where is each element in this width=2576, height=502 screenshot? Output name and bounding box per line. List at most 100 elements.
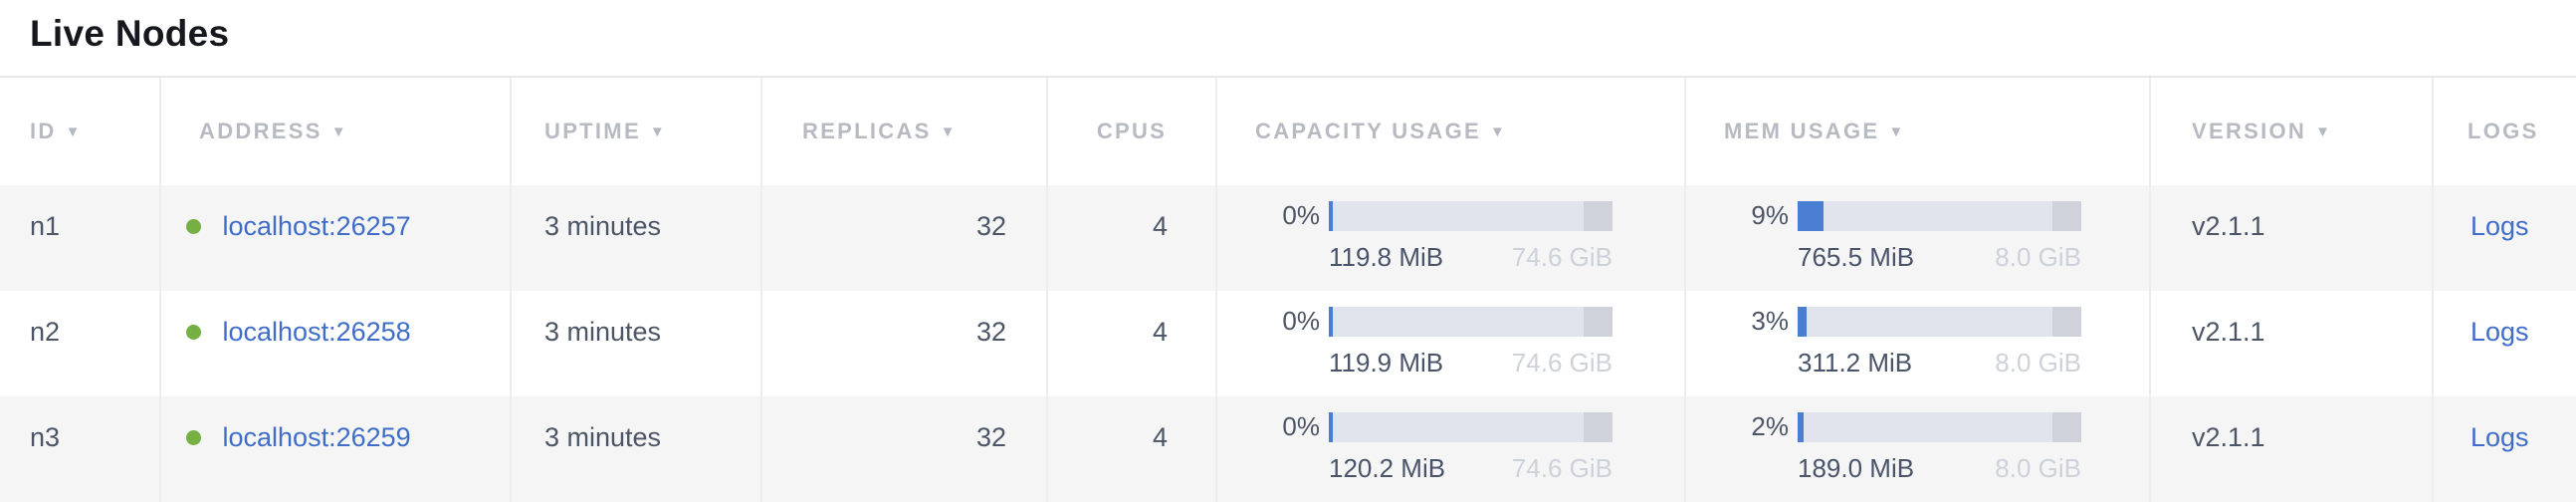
- column-header-label: VERSION: [2192, 119, 2307, 143]
- bar-reserved-segment: [2052, 200, 2081, 231]
- live-status-dot-icon: [186, 219, 201, 234]
- mem-usage-cell: 9% 765.5 MiB 8.0 GiB: [1684, 185, 2149, 291]
- capacity-total-value: 74.6 GiB: [1511, 348, 1612, 377]
- replicas-cell: 32: [760, 396, 1046, 502]
- cpus-cell: 4: [1046, 291, 1215, 396]
- mem-usage-bar: [1798, 411, 2081, 442]
- sort-arrow-icon[interactable]: ▼: [2315, 123, 2333, 140]
- capacity-usage-cell: 0% 120.2 MiB 74.6 GiB: [1215, 396, 1684, 502]
- mem-usage-cell: 2% 189.0 MiB 8.0 GiB: [1684, 396, 2149, 502]
- bar-fill: [1798, 306, 1807, 337]
- capacity-used-value: 119.8 MiB: [1329, 242, 1444, 272]
- bar-reserved-segment: [1584, 411, 1612, 442]
- logs-link[interactable]: Logs: [2470, 422, 2529, 452]
- column-header-logs: LOGS: [2432, 78, 2576, 185]
- page-title: Live Nodes: [30, 13, 230, 54]
- capacity-usage-cell: 0% 119.9 MiB 74.6 GiB: [1215, 291, 1684, 396]
- mem-used-value: 189.0 MiB: [1798, 453, 1915, 483]
- live-status-dot-icon: [186, 325, 201, 340]
- sort-arrow-icon[interactable]: ▼: [330, 123, 348, 140]
- column-header-label: CAPACITY USAGE: [1255, 119, 1481, 143]
- bar-fill: [1329, 411, 1334, 442]
- node-address-cell: localhost:26258: [159, 291, 510, 396]
- node-address-cell: localhost:26257: [159, 185, 510, 291]
- mem-usage-bar: [1798, 200, 2081, 231]
- capacity-usage-cell: 0% 119.8 MiB 74.6 GiB: [1215, 185, 1684, 291]
- column-header-label: REPLICAS: [802, 119, 932, 143]
- column-header-address[interactable]: ADDRESS ▼: [159, 78, 510, 185]
- sort-arrow-icon[interactable]: ▼: [1888, 123, 1906, 140]
- replicas-cell: 32: [760, 291, 1046, 396]
- column-header-capacity-usage[interactable]: CAPACITY USAGE ▼: [1215, 78, 1684, 185]
- bar-fill: [1798, 200, 1824, 231]
- bar-reserved-segment: [2052, 306, 2081, 337]
- column-header-id[interactable]: ID ▼: [0, 78, 159, 185]
- logs-link[interactable]: Logs: [2470, 211, 2529, 241]
- node-address-cell: localhost:26259: [159, 396, 510, 502]
- logs-cell: Logs: [2432, 396, 2576, 502]
- bar-fill: [1329, 200, 1334, 231]
- table-row: n2 localhost:26258 3 minutes 32 4 0% 119…: [0, 291, 2576, 396]
- column-header-version[interactable]: VERSION ▼: [2149, 78, 2432, 185]
- logs-link[interactable]: Logs: [2470, 317, 2529, 347]
- capacity-usage-bar: [1329, 411, 1612, 442]
- table-header-row: ID ▼ ADDRESS ▼ UPTIME ▼ REPLICAS ▼ CPUS …: [0, 76, 2576, 185]
- capacity-total-value: 74.6 GiB: [1511, 242, 1612, 272]
- table-row: n3 localhost:26259 3 minutes 32 4 0% 120…: [0, 396, 2576, 502]
- live-status-dot-icon: [186, 430, 201, 445]
- logs-cell: Logs: [2432, 185, 2576, 291]
- sort-arrow-icon[interactable]: ▼: [649, 123, 668, 140]
- version-cell: v2.1.1: [2149, 185, 2432, 291]
- sort-arrow-icon[interactable]: ▼: [1489, 123, 1508, 140]
- column-header-uptime[interactable]: UPTIME ▼: [510, 78, 760, 185]
- mem-used-value: 765.5 MiB: [1798, 242, 1915, 272]
- column-header-label: CPUS: [1096, 119, 1168, 143]
- column-header-label: ID: [30, 119, 57, 143]
- title-bar: Live Nodes: [0, 0, 2576, 76]
- column-header-label: ADDRESS: [199, 119, 322, 143]
- capacity-percent: 0%: [1282, 411, 1320, 441]
- mem-usage-bar: [1798, 306, 2081, 337]
- mem-percent: 9%: [1751, 200, 1789, 230]
- column-header-label: UPTIME: [544, 119, 641, 143]
- mem-total-value: 8.0 GiB: [1995, 242, 2081, 272]
- cpus-cell: 4: [1046, 185, 1215, 291]
- replicas-cell: 32: [760, 185, 1046, 291]
- column-header-label: MEM USAGE: [1724, 119, 1880, 143]
- node-id-cell: n3: [30, 422, 61, 452]
- column-header-replicas[interactable]: REPLICAS ▼: [760, 78, 1046, 185]
- column-header-cpus: CPUS: [1046, 78, 1215, 185]
- uptime-cell: 3 minutes: [510, 291, 760, 396]
- sort-arrow-icon[interactable]: ▼: [940, 123, 958, 140]
- capacity-percent: 0%: [1282, 306, 1320, 336]
- node-address-link[interactable]: localhost:26259: [222, 422, 411, 452]
- node-address-link[interactable]: localhost:26257: [222, 211, 411, 241]
- column-header-label: LOGS: [2468, 119, 2539, 143]
- node-address-link[interactable]: localhost:26258: [222, 317, 411, 347]
- cpus-cell: 4: [1046, 396, 1215, 502]
- bar-fill: [1798, 411, 1804, 442]
- capacity-usage-bar: [1329, 200, 1612, 231]
- capacity-used-value: 119.9 MiB: [1329, 348, 1444, 377]
- mem-percent: 2%: [1751, 411, 1789, 441]
- logs-cell: Logs: [2432, 291, 2576, 396]
- column-header-mem-usage[interactable]: MEM USAGE ▼: [1684, 78, 2149, 185]
- table-row: n1 localhost:26257 3 minutes 32 4 0% 119…: [0, 185, 2576, 291]
- bar-fill: [1329, 306, 1334, 337]
- mem-used-value: 311.2 MiB: [1798, 348, 1913, 377]
- mem-total-value: 8.0 GiB: [1995, 348, 2081, 377]
- capacity-used-value: 120.2 MiB: [1329, 453, 1446, 483]
- sort-arrow-icon[interactable]: ▼: [65, 123, 83, 140]
- mem-total-value: 8.0 GiB: [1995, 453, 2081, 483]
- capacity-usage-bar: [1329, 306, 1612, 337]
- version-cell: v2.1.1: [2149, 291, 2432, 396]
- bar-reserved-segment: [1584, 306, 1612, 337]
- node-id-cell: n1: [30, 211, 61, 241]
- capacity-total-value: 74.6 GiB: [1511, 453, 1612, 483]
- node-id-cell: n2: [30, 317, 61, 347]
- bar-reserved-segment: [1584, 200, 1612, 231]
- uptime-cell: 3 minutes: [510, 396, 760, 502]
- bar-reserved-segment: [2052, 411, 2081, 442]
- version-cell: v2.1.1: [2149, 396, 2432, 502]
